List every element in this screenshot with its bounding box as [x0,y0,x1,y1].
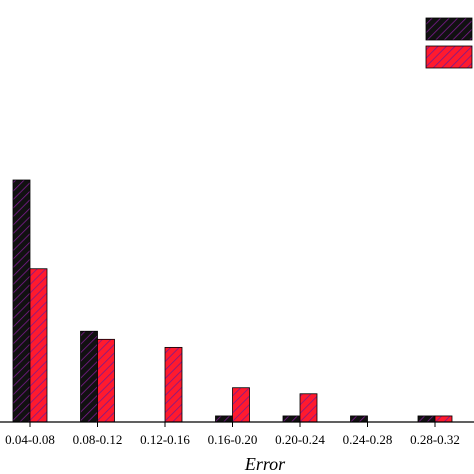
x-tick-label: 0.08-0.12 [73,432,123,447]
legend [425,17,473,69]
x-ticks-group: 0.04-0.08 0.08-0.12 0.12-0.16 0.16-0.20 0.20… [5,422,460,447]
legend-swatch-series-2 [425,45,473,69]
bar-series-1-0.08-0.12 [80,330,98,423]
bar-series-1-0.28-0.32 [417,415,436,423]
legend-swatch-series-1 [425,17,473,41]
bar-series-2-0.08-0.12 [97,338,115,423]
bar-series-1-0.04-0.08 [12,179,31,423]
bars-group [12,179,453,423]
x-tick-label: 0.12-0.16 [140,432,190,447]
bar-series-1-0.16-0.20 [215,415,233,423]
x-tick-label: 0.16-0.20 [208,432,258,447]
bar-series-1-0.20-0.24 [282,415,301,423]
bar-series-2-0.28-0.32 [434,415,453,423]
bar-series-2-0.20-0.24 [299,393,318,423]
bar-series-1-0.24-0.28 [350,415,368,423]
x-tick-label: 0.24-0.28 [343,432,393,447]
x-tick-label: 0.28-0.32 [410,432,460,447]
bar-series-2-0.04-0.08 [29,268,48,423]
x-tick-label: 0.04-0.08 [5,432,55,447]
x-axis-title: Error [244,454,286,474]
bar-series-2-0.12-0.16 [164,346,183,423]
bar-series-2-0.16-0.20 [232,387,250,423]
x-tick-label: 0.20-0.24 [275,432,325,447]
